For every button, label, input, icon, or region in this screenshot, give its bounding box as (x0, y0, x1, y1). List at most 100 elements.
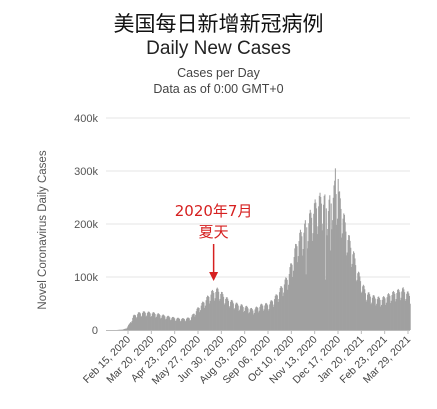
daily-cases-bar (322, 223, 324, 330)
daily-cases-bar (379, 299, 381, 330)
daily-cases-bar (245, 306, 247, 330)
daily-cases-bar (388, 294, 390, 330)
daily-cases-bar (250, 308, 252, 330)
daily-cases-bar (290, 263, 292, 330)
daily-cases-bar (240, 304, 242, 330)
daily-cases-bar (262, 310, 264, 330)
daily-cases-bar (190, 319, 192, 330)
daily-cases-bar (318, 195, 320, 330)
daily-cases-bar (230, 300, 232, 330)
daily-cases-bar (241, 304, 243, 330)
daily-cases-bar (136, 316, 138, 330)
daily-cases-bar (376, 299, 378, 330)
daily-cases-bar (128, 325, 130, 330)
daily-cases-bar (395, 299, 397, 330)
daily-cases-bar (387, 294, 389, 330)
daily-cases-bar (236, 302, 238, 330)
daily-cases-bar (373, 295, 375, 330)
daily-cases-bar (345, 231, 347, 330)
daily-cases-bar (320, 196, 322, 330)
daily-cases-bar (176, 318, 178, 330)
daily-cases-bar (369, 296, 371, 330)
daily-cases-bar (304, 220, 306, 330)
daily-cases-bar (396, 293, 398, 330)
daily-cases-bar (135, 318, 137, 330)
daily-cases-bar (211, 290, 213, 330)
chart-title: Daily New Cases (146, 38, 291, 59)
daily-cases-bar (162, 314, 164, 330)
daily-cases-bar (353, 252, 355, 330)
daily-cases-bar (156, 314, 158, 330)
daily-cases-bar (311, 217, 313, 330)
chart-subtitle-2: Data as of 0:00 GMT+0 (153, 82, 284, 96)
daily-cases-bar (175, 320, 177, 330)
daily-cases-bar (183, 318, 185, 330)
daily-cases-bar (278, 292, 281, 330)
daily-cases-bar (193, 313, 195, 330)
daily-cases-bar (328, 199, 330, 330)
daily-cases-bar (334, 168, 336, 330)
daily-cases-bar (374, 298, 376, 330)
daily-cases-bar (301, 236, 303, 330)
daily-cases-bar (157, 313, 159, 330)
daily-cases-bar (330, 203, 332, 330)
daily-cases-bar (150, 316, 152, 330)
daily-cases-bar (180, 320, 182, 330)
daily-cases-bar (138, 312, 140, 330)
daily-cases-bar (248, 312, 250, 330)
y-tick-label: 300k (74, 166, 98, 178)
daily-cases-bar (189, 320, 191, 330)
daily-cases-bar (246, 305, 248, 330)
daily-cases-bar (147, 311, 149, 330)
daily-cases-bar (243, 312, 245, 330)
daily-cases-bar (153, 312, 155, 330)
daily-cases-bar (200, 310, 202, 330)
daily-cases-bar (342, 218, 344, 330)
daily-cases-bar (196, 308, 198, 330)
daily-cases-bar (288, 274, 290, 330)
daily-cases-bar (167, 315, 169, 330)
daily-cases-bar (185, 320, 187, 330)
daily-cases-bar (204, 305, 206, 330)
daily-cases-bar (153, 312, 155, 330)
daily-cases-bar (358, 272, 360, 330)
daily-cases-bar (329, 250, 332, 330)
daily-cases-bar (218, 291, 220, 330)
daily-cases-bar (198, 307, 200, 330)
chart-subtitle-1: Cases per Day (177, 66, 260, 80)
daily-cases-bar (201, 302, 203, 330)
daily-cases-bar (403, 289, 405, 330)
daily-cases-bar (251, 307, 253, 330)
daily-cases-bar (336, 224, 338, 330)
daily-cases-bar (170, 319, 172, 330)
daily-cases-bar (176, 317, 178, 330)
daily-cases-bar (133, 314, 135, 330)
daily-cases-bar (213, 292, 215, 330)
daily-cases-bar (269, 304, 271, 330)
daily-cases-bar (285, 278, 287, 330)
daily-cases-bar (365, 301, 367, 330)
daily-cases-bar (234, 304, 236, 330)
daily-cases-bar (332, 220, 334, 330)
daily-cases-bar (381, 299, 383, 330)
daily-cases-bar (179, 318, 181, 330)
daily-cases-bar (144, 312, 146, 330)
daily-cases-bar (218, 300, 220, 330)
daily-cases-bar (290, 263, 292, 330)
daily-cases-bar (255, 306, 257, 330)
daily-cases-bar (144, 311, 146, 330)
daily-cases-bar (186, 317, 188, 330)
daily-cases-bar (188, 318, 190, 330)
daily-cases-bar (229, 305, 231, 330)
daily-cases-bar (137, 314, 139, 330)
daily-cases-bar (257, 307, 259, 330)
daily-cases-bar (242, 306, 244, 330)
daily-cases-bar (371, 297, 373, 330)
daily-cases-bar (199, 312, 201, 330)
daily-cases-bar (341, 233, 343, 330)
daily-cases-bar (327, 211, 329, 330)
daily-cases-bar (299, 229, 301, 330)
y-tick-label: 400k (74, 113, 98, 125)
daily-cases-bar (357, 273, 359, 330)
